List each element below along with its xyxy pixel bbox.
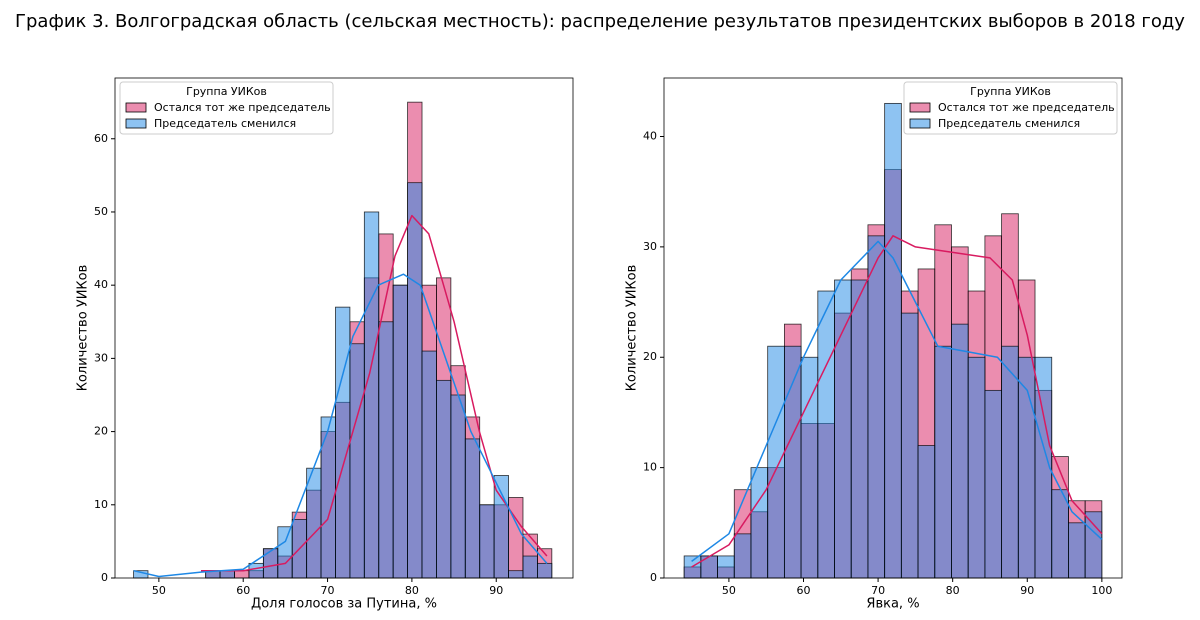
histogram-bar [219,570,235,579]
histogram-bar [407,182,423,579]
histogram-bar [479,504,495,579]
histogram-bar [834,279,852,579]
legend-title: Группа УИКов [186,85,267,98]
histogram-bar [1068,522,1086,579]
legend-swatch [125,102,147,113]
legend-swatch [909,102,931,113]
histogram-bar [817,290,835,579]
x-tick-label: 100 [1091,584,1112,597]
kde-line [201,214,548,572]
x-tick-label: 50 [722,584,736,597]
y-tick-label: 60 [94,132,108,145]
y-tick-label: 20 [94,425,108,438]
y-tick-label: 30 [94,351,108,364]
histogram-bar [335,306,351,579]
x-tick-label: 80 [405,584,419,597]
x-tick-label: 90 [489,584,503,597]
x-axis-label: Доля голосов за Путина, % [251,597,437,612]
histogram-bar [884,102,902,579]
legend-box [903,81,1118,135]
histogram-bar [733,533,752,579]
y-tick-label: 50 [94,205,108,218]
histogram-bar [508,497,524,579]
histogram-bar [900,312,919,579]
histogram-bar [867,235,886,579]
histogram-bar [984,389,1003,579]
histogram-bar [800,356,819,579]
x-tick-label: 60 [796,584,810,597]
histogram-bar [363,211,380,579]
histogram-bar [537,562,553,579]
y-axis-label: Количество УИКов [76,265,91,392]
histogram-bar [934,345,952,579]
kde-line [691,240,1103,563]
histogram-bar [967,356,986,579]
histogram-bar [850,279,869,579]
kde-line [133,273,548,578]
histogram-bar [1051,489,1069,579]
y-tick-label: 40 [643,129,657,142]
legend-label: Остался тот же председатель [154,101,331,114]
histogram-bar [392,284,408,579]
histogram-bar [522,555,538,579]
legend-swatch [909,118,931,129]
histogram-bar [1001,345,1019,579]
histogram-bar [750,467,769,579]
kde-line [691,235,1103,568]
histogram-bar [717,555,735,579]
histogram-bar [464,438,481,579]
legend-swatch [125,118,147,129]
histogram-bar [378,321,394,579]
x-tick-label: 70 [321,584,335,597]
legend-label: Председатель сменился [938,117,1080,130]
y-tick-label: 30 [643,240,657,253]
y-axis-label: Количество УИКов [625,265,640,392]
histogram-bar [508,570,524,579]
histogram-bar [277,526,293,579]
histogram-bar [1084,511,1103,579]
x-tick-label: 80 [946,584,960,597]
y-tick-label: 20 [643,350,657,363]
figure-title: График 3. Волгоградская область (сельска… [15,11,1185,32]
histogram-bar [951,323,969,579]
plot-frame [114,77,574,579]
histogram-bar [917,445,936,579]
legend-label: Остался тот же председатель [938,101,1115,114]
histogram-bar [450,394,466,579]
histogram-bar [421,350,437,579]
histogram-bar [234,570,250,579]
y-tick-label: 40 [94,278,108,291]
plot-frame [663,77,1123,579]
x-tick-label: 70 [871,584,885,597]
x-tick-label: 50 [152,584,166,597]
x-tick-label: 60 [236,584,250,597]
legend-label: Председатель сменился [154,117,296,130]
legend-title: Группа УИКов [970,85,1051,98]
y-tick-label: 10 [643,461,657,474]
histogram-bar [262,548,279,579]
histogram-bar [349,343,365,579]
y-tick-label: 10 [94,498,108,511]
y-tick-label: 0 [101,571,108,584]
histogram-bar [436,379,452,579]
x-tick-label: 90 [1020,584,1034,597]
histogram-bar [248,562,264,579]
histogram-bar [306,467,322,579]
x-axis-label: Явка, % [866,597,919,612]
legend-box [119,81,334,135]
histogram-bar [767,345,785,579]
y-tick-label: 0 [650,571,657,584]
